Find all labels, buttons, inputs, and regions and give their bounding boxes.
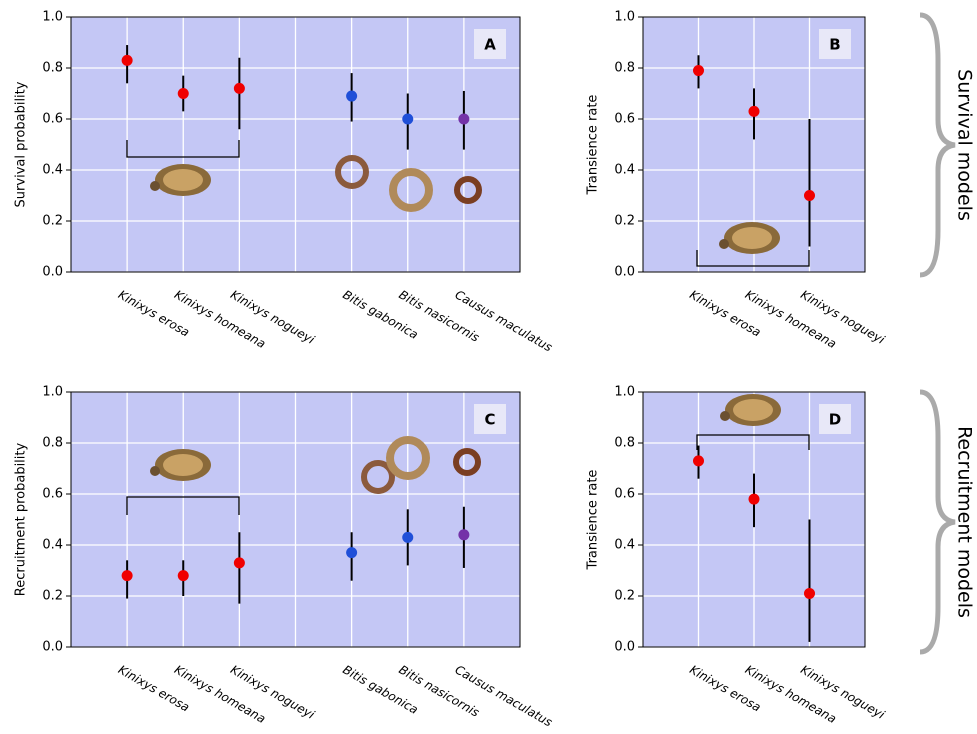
y-tick-label: 1.0 xyxy=(614,10,635,25)
y-tick-label: 0.8 xyxy=(42,61,63,76)
x-tick-label: Causus maculatus xyxy=(453,663,555,730)
point xyxy=(402,531,414,543)
y-tick-label: 0.4 xyxy=(614,538,635,553)
y-tick-label: 0.8 xyxy=(614,61,635,76)
y-tick-label: 0.6 xyxy=(42,112,63,127)
point xyxy=(804,190,815,201)
panel: 0.0 0.2 0.4 0.6 0.8 1.0 Transience rate D Kinixy… xyxy=(586,385,888,727)
side-label: Recruitment models xyxy=(954,426,976,618)
point xyxy=(121,570,133,582)
panel-label-box xyxy=(474,404,506,434)
decorations: Survival models Recruitment models xyxy=(126,12,976,655)
y-tick-label: 0.0 xyxy=(614,265,635,280)
plot-frame xyxy=(642,391,866,648)
y-tick-label: 0.4 xyxy=(42,163,63,178)
y-tick-label: 0.4 xyxy=(42,538,63,553)
turtle-icon xyxy=(150,164,211,196)
y-tick-label: 0.0 xyxy=(614,640,635,655)
y-axis-label: Transience rate xyxy=(586,470,601,571)
point xyxy=(177,88,189,99)
y-tick-label: 0.2 xyxy=(614,589,635,604)
panel-label-box xyxy=(474,29,506,59)
y-axis-label: Recruitment probability xyxy=(14,443,29,597)
turtle-icon xyxy=(720,394,781,426)
panel-label-box xyxy=(819,404,851,434)
x-tick-label: Kinixys homeana xyxy=(743,663,839,726)
y-tick-label: 0.8 xyxy=(614,436,635,451)
point xyxy=(346,90,358,102)
bracket xyxy=(696,250,810,267)
y-axis-label: Survival probability xyxy=(14,81,29,207)
point xyxy=(748,105,760,117)
panel-label: A xyxy=(484,36,496,54)
x-tick-label: Causus maculatus xyxy=(453,288,555,355)
brace xyxy=(919,12,956,278)
point xyxy=(233,557,245,569)
y-tick-label: 0.2 xyxy=(614,214,635,229)
y-axis-label: Transience rate xyxy=(586,95,601,196)
y-tick-label: 0.6 xyxy=(42,487,63,502)
panel-label-box xyxy=(819,29,851,59)
snake-icon xyxy=(335,155,482,212)
plot-frame xyxy=(642,16,866,273)
y-tick-label: 0.0 xyxy=(42,640,63,655)
turtle-icon xyxy=(150,449,211,481)
y-tick-label: 1.0 xyxy=(614,385,635,400)
point xyxy=(177,570,189,582)
y-tick-label: 0.6 xyxy=(614,487,635,502)
y-tick-label: 0.6 xyxy=(614,112,635,127)
x-tick-label: Kinixys homeana xyxy=(743,288,839,351)
point xyxy=(693,455,704,467)
point xyxy=(748,493,760,505)
bracket xyxy=(696,434,810,450)
brace xyxy=(919,389,956,655)
point xyxy=(804,587,815,599)
y-tick-label: 0.2 xyxy=(42,214,63,229)
point xyxy=(458,529,470,541)
panel-label: B xyxy=(829,36,840,54)
bracket xyxy=(126,140,240,158)
panel: 0.0 0.2 0.4 0.6 0.8 1.0 Recruitment probabilit… xyxy=(14,385,555,730)
y-tick-label: 0.4 xyxy=(614,163,635,178)
y-tick-label: 0.2 xyxy=(42,589,63,604)
side-label: Survival models xyxy=(954,69,976,221)
panel: 0.0 0.2 0.4 0.6 0.8 1.0 Transience rate B Kinixy… xyxy=(586,10,888,352)
snake-icon xyxy=(361,436,481,494)
y-tick-label: 1.0 xyxy=(42,385,63,400)
point xyxy=(402,113,414,125)
y-tick-label: 0.8 xyxy=(42,436,63,451)
turtle-icon xyxy=(719,222,780,254)
point xyxy=(346,547,358,559)
y-tick-label: 0.0 xyxy=(42,265,63,280)
y-tick-label: 1.0 xyxy=(42,10,63,25)
panel-label: D xyxy=(829,411,841,429)
point xyxy=(233,82,245,94)
point xyxy=(121,54,133,66)
plot-frame xyxy=(70,391,521,648)
point xyxy=(458,113,470,125)
panel-label: C xyxy=(484,411,495,429)
point xyxy=(693,65,704,77)
plot-frame xyxy=(70,16,521,273)
bracket xyxy=(126,496,240,515)
